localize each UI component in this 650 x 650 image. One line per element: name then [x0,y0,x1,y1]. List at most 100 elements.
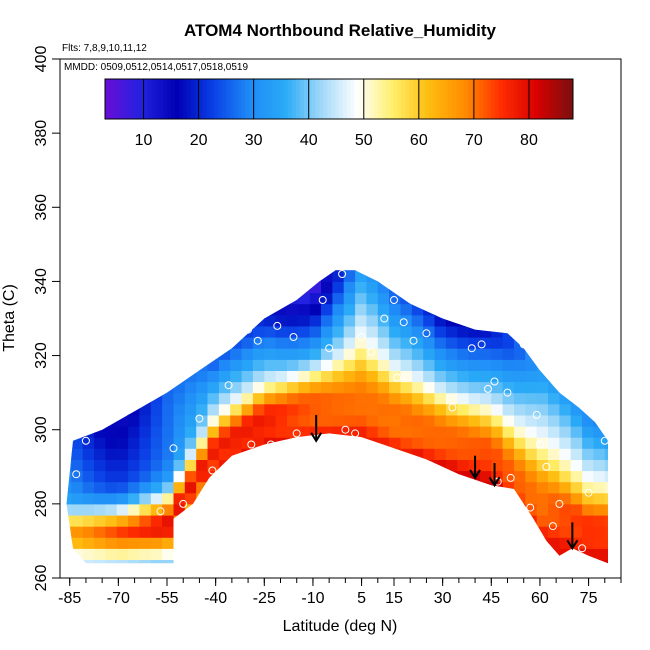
field-cell [116,426,129,438]
field-cell [264,414,277,427]
field-cell [82,515,95,527]
field-cell [128,526,140,538]
field-cell [332,303,345,316]
observation-point [289,333,298,341]
field-cell [445,448,458,460]
field-cell [479,359,492,371]
field-cell [593,537,606,549]
field-cell [287,392,299,405]
field-cell [389,414,401,427]
field-cell [514,381,526,394]
field-cell [196,437,209,449]
field-cell [82,492,95,505]
field-cell [389,292,401,305]
colorbar-segment [202,79,207,119]
field-cell [252,337,265,349]
field-cell [105,426,118,438]
colorbar-segment [284,79,289,119]
field-cell [593,459,606,472]
colorbar-segment [120,79,125,119]
field-cell [559,526,572,538]
field-cell [150,515,163,527]
field-cell [252,414,265,427]
field-cell [389,381,401,394]
field-cell [548,437,560,449]
field-cell [298,414,311,427]
field-cell [491,381,504,394]
field-cell [400,414,413,427]
y-tick-label: 320 [33,342,50,369]
observation-point [503,388,512,397]
field-cell [536,448,549,460]
field-cell [377,392,390,405]
flight-arrow-head [488,476,501,488]
field-cell [593,481,606,494]
observation-point [484,384,492,393]
field-cell [604,548,608,560]
field-cell [162,515,174,527]
field-cell [514,481,526,494]
observation-point [422,329,431,338]
field-cell [548,492,560,505]
field-cell [332,426,345,438]
field-cell [570,437,583,449]
field-cell [389,403,401,416]
field-cell [400,359,413,371]
observation-point [224,381,233,390]
field-cell [502,381,515,394]
field-cell [434,370,447,383]
field-cell [241,381,254,394]
field-cell [66,515,72,527]
field-cell [82,559,95,564]
field-cell [582,548,594,560]
field-cell [173,503,186,516]
field-cell [457,414,470,427]
colorbar-segment [268,79,274,119]
field-cell [173,403,186,416]
field-cell [582,537,594,549]
field-cell [423,381,436,394]
field-cell [389,325,401,338]
field-cell [207,414,220,427]
field-cell [128,426,140,438]
colorbar-segment [218,79,223,119]
field-cell [116,470,129,483]
field-cell [196,392,209,405]
field-cell [241,359,254,371]
field-cell [128,414,140,427]
field-cell [377,359,390,371]
field-cell [207,381,220,394]
field-cell [525,448,538,460]
field-cell [218,392,231,405]
field-cell [116,437,129,449]
field-cell [116,503,129,516]
field-cell [525,392,538,405]
field-cell [332,403,345,416]
field-cell [343,414,356,427]
observation-point [292,429,301,438]
field-cell [287,325,299,338]
field-cell [423,314,436,327]
observation-point [195,414,204,423]
field-cell [479,414,492,427]
field-cell [321,303,333,316]
colorbar-tick-label: 30 [245,132,263,149]
field-cell [150,414,163,427]
field-cell [173,481,186,494]
field-cell [366,426,379,438]
observation-point [244,325,253,334]
field-cell [559,426,572,438]
field-cell [230,426,243,438]
field-cell [536,381,549,394]
field-cell [128,503,140,516]
field-cell [445,337,458,349]
field-cell [275,426,288,438]
field-cell [411,337,424,349]
colorbar-segment [229,79,235,119]
field-cell [71,459,84,472]
field-cell [411,437,424,449]
field-cell [525,481,538,494]
field-cell [514,359,526,371]
field-cell [173,492,186,505]
